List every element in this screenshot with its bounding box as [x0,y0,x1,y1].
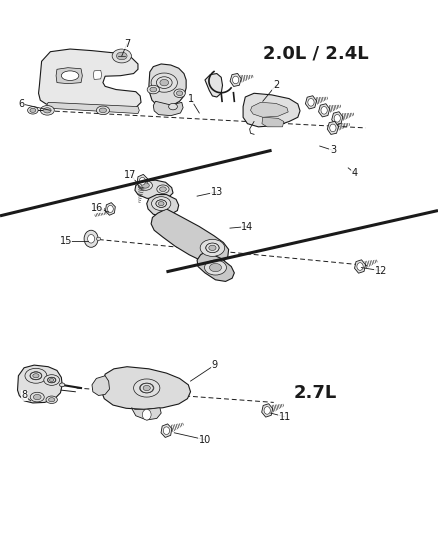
Ellipse shape [157,77,172,88]
Ellipse shape [30,372,42,380]
Ellipse shape [25,368,47,383]
Circle shape [233,76,239,84]
Ellipse shape [158,201,164,206]
Ellipse shape [49,398,55,402]
Ellipse shape [44,375,60,385]
Ellipse shape [46,396,57,403]
Ellipse shape [112,49,131,63]
Text: 3: 3 [330,146,336,155]
Text: 6: 6 [19,99,25,109]
Polygon shape [135,180,173,199]
Polygon shape [153,101,183,116]
Circle shape [330,124,336,132]
Polygon shape [131,408,161,420]
Circle shape [163,427,170,434]
Circle shape [84,230,98,247]
Polygon shape [102,367,191,409]
Circle shape [321,107,327,114]
Ellipse shape [206,243,219,253]
Ellipse shape [33,374,39,378]
Ellipse shape [61,71,79,80]
Ellipse shape [143,385,150,391]
Ellipse shape [177,91,183,95]
Polygon shape [251,102,288,117]
Polygon shape [147,195,179,216]
Polygon shape [149,64,186,107]
Polygon shape [92,376,110,395]
Ellipse shape [139,383,154,393]
Ellipse shape [205,260,226,275]
Ellipse shape [174,89,185,98]
Polygon shape [205,74,223,97]
Ellipse shape [157,185,169,193]
Text: 7: 7 [124,39,130,49]
Polygon shape [39,49,141,110]
Ellipse shape [156,200,166,207]
Text: 13: 13 [211,187,223,197]
Ellipse shape [48,377,56,383]
Ellipse shape [47,377,56,383]
Ellipse shape [151,73,177,92]
Polygon shape [56,68,82,84]
Polygon shape [243,93,300,127]
Ellipse shape [28,107,38,114]
Text: 11: 11 [279,412,291,422]
Ellipse shape [30,392,44,402]
Ellipse shape [99,108,106,112]
Circle shape [308,99,314,106]
Ellipse shape [140,383,153,393]
Ellipse shape [156,77,172,88]
Circle shape [264,407,270,414]
Ellipse shape [156,200,166,207]
Polygon shape [197,252,234,281]
Ellipse shape [96,237,101,240]
Polygon shape [18,365,62,403]
Ellipse shape [40,106,54,115]
Ellipse shape [134,379,160,397]
Ellipse shape [147,85,159,94]
Ellipse shape [30,108,36,112]
Text: 15: 15 [60,236,72,246]
Circle shape [142,409,151,420]
Ellipse shape [206,243,219,253]
Ellipse shape [209,245,216,251]
Circle shape [107,205,113,213]
Ellipse shape [200,239,225,256]
Polygon shape [151,209,229,264]
Text: 16: 16 [91,203,103,213]
Ellipse shape [209,263,222,272]
Ellipse shape [160,79,169,86]
Ellipse shape [30,372,42,379]
Ellipse shape [138,181,152,190]
Text: 2: 2 [273,80,279,90]
Ellipse shape [96,106,110,115]
Ellipse shape [33,394,41,400]
Ellipse shape [159,187,166,191]
Ellipse shape [117,52,127,60]
Circle shape [88,235,95,243]
Circle shape [357,263,363,270]
Text: 10: 10 [199,435,211,445]
Text: 9: 9 [212,360,218,370]
Text: 2.0L / 2.4L: 2.0L / 2.4L [262,44,368,62]
Ellipse shape [150,87,157,92]
Text: 12: 12 [375,266,387,276]
Ellipse shape [49,378,54,382]
Text: 2.7L: 2.7L [294,384,337,402]
Ellipse shape [152,197,171,211]
Text: 4: 4 [352,168,358,178]
Ellipse shape [43,108,51,113]
Text: 8: 8 [21,391,27,400]
Polygon shape [262,117,284,127]
Text: 14: 14 [241,222,254,231]
Polygon shape [47,102,139,114]
Polygon shape [93,70,102,79]
Ellipse shape [60,383,65,387]
Text: 1: 1 [187,94,194,103]
Text: 17: 17 [124,170,137,180]
Ellipse shape [141,183,149,188]
Circle shape [334,115,340,122]
Ellipse shape [169,103,177,110]
Circle shape [139,177,145,185]
